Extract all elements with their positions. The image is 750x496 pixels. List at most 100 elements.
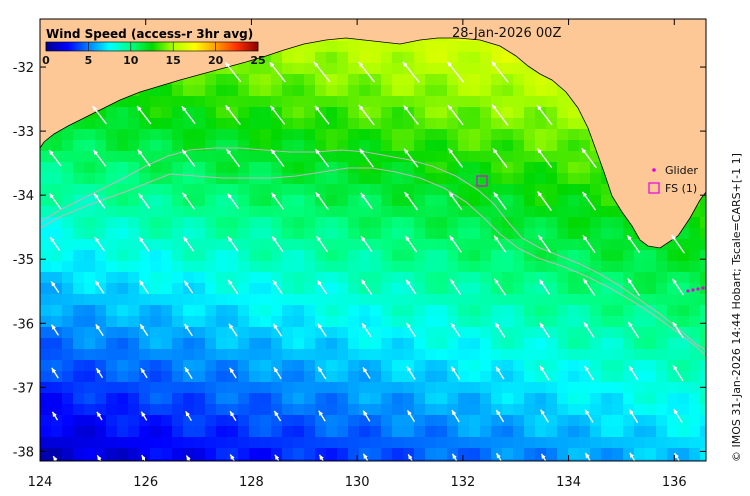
wind-speed-cell	[183, 85, 195, 97]
wind-speed-cell	[271, 206, 283, 218]
wind-speed-cell	[106, 382, 118, 394]
wind-speed-cell	[238, 118, 250, 130]
wind-speed-cell	[458, 437, 470, 449]
wind-speed-cell	[601, 459, 613, 461]
wind-speed-cell	[172, 129, 184, 141]
wind-speed-cell	[95, 371, 107, 383]
wind-speed-cell	[337, 360, 349, 372]
wind-speed-cell	[535, 294, 547, 306]
wind-speed-cell	[337, 250, 349, 262]
wind-speed-cell	[634, 382, 646, 394]
wind-speed-cell	[326, 63, 338, 75]
wind-speed-cell	[282, 360, 294, 372]
wind-speed-cell	[271, 217, 283, 229]
wind-speed-cell	[161, 382, 173, 394]
wind-speed-cell	[513, 327, 525, 339]
wind-speed-cell	[84, 261, 96, 273]
wind-speed-cell	[623, 217, 635, 229]
wind-speed-cell	[117, 184, 129, 196]
wind-speed-cell	[128, 415, 140, 427]
wind-speed-cell	[304, 184, 316, 196]
wind-speed-cell	[337, 162, 349, 174]
wind-speed-cell	[403, 327, 415, 339]
wind-speed-cell	[282, 162, 294, 174]
wind-speed-cell	[392, 448, 404, 460]
wind-speed-cell	[62, 349, 74, 361]
wind-speed-cell	[304, 85, 316, 97]
wind-speed-cell	[480, 52, 492, 64]
wind-speed-cell	[491, 52, 503, 64]
wind-speed-cell	[579, 250, 591, 262]
wind-speed-cell	[513, 316, 525, 328]
wind-speed-cell	[568, 305, 580, 317]
wind-arrow	[184, 366, 193, 380]
wind-speed-cell	[458, 184, 470, 196]
wind-speed-cell	[436, 360, 448, 372]
wind-speed-cell	[337, 349, 349, 361]
wind-speed-cell	[51, 261, 63, 273]
wind-speed-cell	[194, 448, 206, 460]
wind-speed-cell	[700, 250, 706, 262]
wind-speed-cell	[40, 338, 52, 350]
wind-speed-cell	[590, 206, 602, 218]
colorbar-tick-label: 15	[166, 54, 181, 67]
wind-speed-cell	[51, 228, 63, 240]
wind-speed-cell	[392, 74, 404, 86]
wind-arrow	[140, 367, 148, 379]
wind-speed-cell	[359, 415, 371, 427]
wind-speed-cell	[480, 437, 492, 449]
wind-speed-cell	[150, 272, 162, 284]
wind-speed-cell	[293, 338, 305, 350]
wind-speed-cell	[491, 305, 503, 317]
wind-speed-cell	[546, 459, 558, 461]
wind-speed-cell	[513, 283, 525, 295]
wind-arrow	[92, 105, 107, 125]
wind-speed-cell	[172, 261, 184, 273]
wind-speed-cell	[359, 129, 371, 141]
wind-speed-cell	[579, 118, 591, 130]
wind-arrow	[51, 367, 59, 379]
wind-speed-cell	[62, 415, 74, 427]
wind-speed-cell	[656, 426, 668, 438]
wind-speed-cell	[150, 107, 162, 119]
wind-speed-cell	[601, 316, 613, 328]
wind-speed-cell	[128, 327, 140, 339]
wind-speed-cell	[458, 118, 470, 130]
wind-speed-cell	[447, 184, 459, 196]
wind-speed-cell	[150, 316, 162, 328]
wind-speed-cell	[326, 294, 338, 306]
wind-speed-cell	[128, 459, 140, 461]
wind-speed-cell	[557, 173, 569, 185]
wind-speed-cell	[117, 195, 129, 207]
wind-speed-cell	[315, 437, 327, 449]
wind-speed-cell	[436, 162, 448, 174]
wind-speed-cell	[348, 415, 360, 427]
wind-speed-cell	[513, 96, 525, 108]
wind-speed-cell	[304, 272, 316, 284]
wind-speed-cell	[84, 283, 96, 295]
wind-speed-cell	[491, 129, 503, 141]
wind-speed-cell	[227, 63, 239, 75]
wind-speed-cell	[425, 118, 437, 130]
wind-speed-cell	[568, 195, 580, 207]
wind-speed-cell	[304, 305, 316, 317]
wind-speed-cell	[348, 448, 360, 460]
wind-arrow	[51, 411, 59, 421]
wind-speed-cell	[568, 437, 580, 449]
wind-speed-cell	[260, 129, 272, 141]
wind-speed-cell	[326, 437, 338, 449]
wind-speed-cell	[337, 415, 349, 427]
wind-speed-cell	[403, 85, 415, 97]
wind-speed-cell	[447, 162, 459, 174]
wind-speed-cell	[40, 239, 52, 251]
wind-speed-cell	[645, 360, 657, 372]
wind-speed-cell	[205, 415, 217, 427]
wind-speed-cell	[172, 404, 184, 416]
wind-speed-cell	[392, 349, 404, 361]
wind-speed-cell	[700, 316, 706, 328]
wind-speed-cell	[348, 261, 360, 273]
wind-speed-cell	[95, 118, 107, 130]
wind-speed-cell	[161, 118, 173, 130]
wind-speed-cell	[524, 349, 536, 361]
wind-speed-cell	[502, 338, 514, 350]
